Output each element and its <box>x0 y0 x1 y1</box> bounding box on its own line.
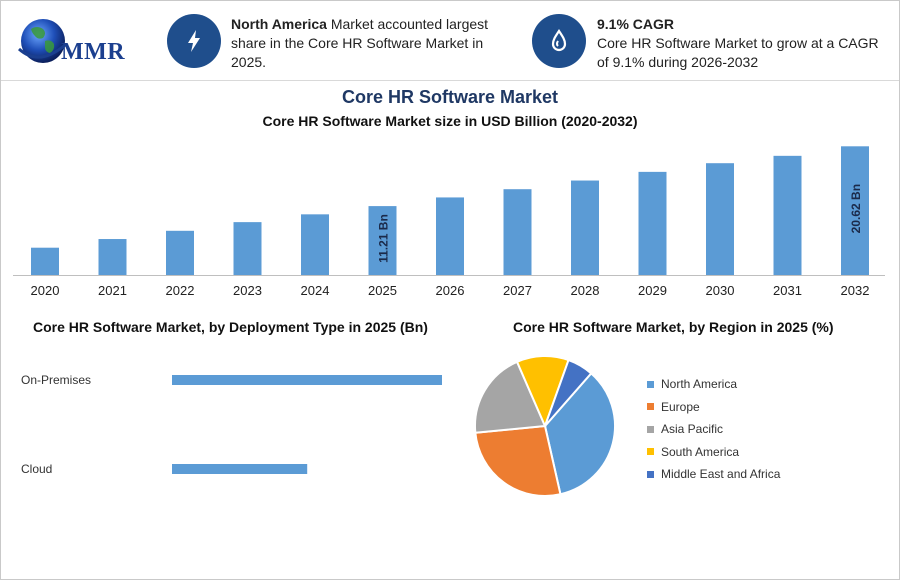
legend-swatch <box>647 470 654 478</box>
hbar-category-label: Cloud <box>21 462 52 476</box>
x-tick-label: 2028 <box>571 283 600 298</box>
legend-item: South America <box>647 441 780 464</box>
bar-data-label: 11.21 Bn <box>377 214 391 263</box>
bar-2030 <box>706 163 734 275</box>
legend-swatch <box>647 380 654 388</box>
bar-2028 <box>571 180 599 275</box>
chart-subtitle: Core HR Software Market size in USD Bill… <box>262 113 638 129</box>
legend-item: North America <box>647 373 780 396</box>
deployment-bar-chart: On-Premises Cloud <box>21 373 442 476</box>
bar-2024 <box>301 214 329 275</box>
bar-2025 <box>368 206 397 275</box>
x-tick-label: 2032 <box>841 283 870 298</box>
pie-slice-middle-east-and-africa <box>544 358 593 427</box>
legend-label: North America <box>661 377 738 392</box>
deployment-title: Core HR Software Market, by Deployment T… <box>33 319 428 335</box>
region-legend: North America Europe Asia Pacific South Ame… <box>647 373 780 486</box>
lightning-icon <box>167 14 221 68</box>
x-tick-label: 2027 <box>503 283 532 298</box>
bar-2027 <box>503 189 532 275</box>
x-tick-label: 2026 <box>436 283 465 298</box>
cagr-text: Core HR Software Market to grow at a CAG… <box>597 35 879 70</box>
chart-title: Core HR Software Market <box>341 87 559 107</box>
x-tick-label: 2020 <box>31 283 60 298</box>
globe-icon <box>17 19 66 63</box>
legend-label: South America <box>661 444 740 459</box>
cagr-note: 9.1% CAGR Core HR Software Market to gro… <box>597 15 887 72</box>
x-tick-label: 2021 <box>98 283 127 298</box>
legend-swatch <box>647 448 654 456</box>
logo-text: MMR <box>61 39 126 65</box>
legend-swatch <box>647 403 654 411</box>
x-tick-label: 2022 <box>166 283 195 298</box>
bar-2026 <box>436 197 464 275</box>
bar-2022 <box>166 230 194 275</box>
x-tick-label: 2025 <box>368 283 397 298</box>
bar-2020 <box>31 247 59 275</box>
pie-slice-north-america <box>543 371 616 496</box>
bar-2029 <box>638 171 667 275</box>
x-tick-label: 2031 <box>773 283 802 298</box>
hbar-category-label: On-Premises <box>21 373 91 387</box>
x-tick-label: 2029 <box>638 283 667 298</box>
growth-drop-icon <box>532 14 586 68</box>
legend-item: Europe <box>647 396 780 419</box>
bar-2032 <box>841 146 869 275</box>
legend-item: Asia Pacific <box>647 418 780 441</box>
x-tick-label: 2030 <box>706 283 735 298</box>
region-pie-chart <box>474 355 616 497</box>
mmr-logo: MMR <box>17 15 137 77</box>
legend-item: Middle East and Africa <box>647 463 780 486</box>
legend-label: Asia Pacific <box>661 422 724 437</box>
pie-slice-europe <box>474 424 562 497</box>
x-tick-label: 2023 <box>233 283 262 298</box>
region-title: Core HR Software Market, by Region in 20… <box>513 319 834 335</box>
x-tick-label: 2024 <box>301 283 330 298</box>
bar-2021 <box>98 239 127 275</box>
market-size-bar-chart: 2020 2021 2022 2023 2024 2025 2026 2027 2028 2029… <box>13 146 885 298</box>
legend-label: Europe <box>661 399 700 414</box>
north-america-text: Market accounted largest share in the Co… <box>231 16 489 70</box>
pie-slice-asia-pacific <box>474 360 547 434</box>
legend-swatch <box>647 425 654 433</box>
bar-2023 <box>233 222 262 275</box>
bar-data-label: 20.62 Bn <box>849 184 863 233</box>
hbar-cloud <box>172 464 308 474</box>
legend-label: Middle East and Africa <box>661 467 781 482</box>
cagr-title: 9.1% CAGR <box>597 16 675 32</box>
north-america-label: North America <box>231 16 327 32</box>
hbar-on-premises <box>172 375 442 385</box>
header-divider <box>1 80 899 81</box>
bar-2031 <box>773 155 802 275</box>
north-america-note: North America Market accounted largest s… <box>231 15 521 72</box>
